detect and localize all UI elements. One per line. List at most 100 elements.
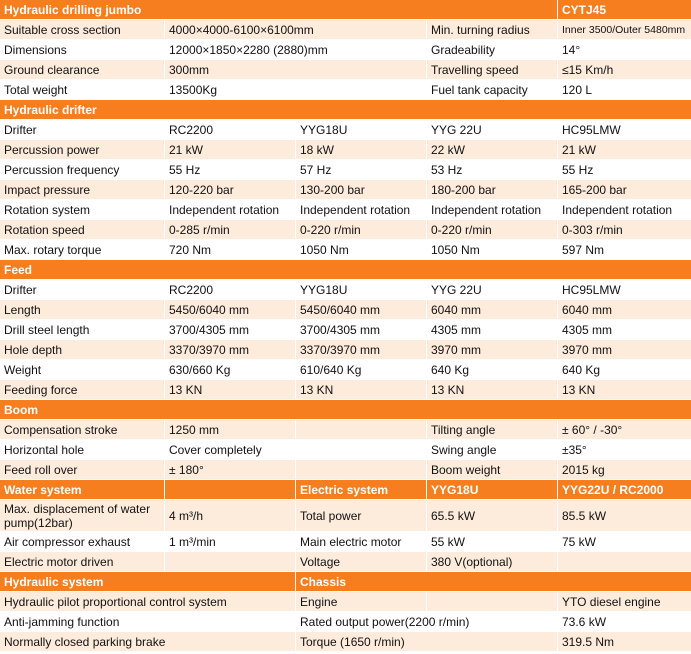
- cell: RC2200: [165, 280, 295, 299]
- cell: 3370/3970 mm: [296, 340, 426, 359]
- cell: Length: [0, 300, 164, 319]
- cell: Gradeability: [427, 40, 557, 59]
- cell: Rotation system: [0, 200, 164, 219]
- cell: 165-200 bar: [558, 180, 691, 199]
- cell: 13 KN: [296, 380, 426, 399]
- empty-cell: [558, 552, 691, 571]
- cell: YYG 22U: [427, 280, 557, 299]
- cell: 1 m³/min: [165, 532, 295, 551]
- cell: Dimensions: [0, 40, 164, 59]
- cell: 610/640 Kg: [296, 360, 426, 379]
- cell: Drifter: [0, 280, 164, 299]
- cell: Percussion frequency: [0, 160, 164, 179]
- section-header: Hydraulic drifter: [0, 100, 691, 119]
- cell: Hole depth: [0, 340, 164, 359]
- section-header: Boom: [0, 400, 691, 419]
- cell: Ground clearance: [0, 60, 164, 79]
- section-header: Water system: [0, 480, 164, 499]
- cell: 319.5 Nm: [558, 632, 691, 651]
- cell: Drill steel length: [0, 320, 164, 339]
- empty-cell: [165, 552, 295, 571]
- cell: Max. rotary torque: [0, 240, 164, 259]
- cell: 3970 mm: [427, 340, 557, 359]
- cell: 4000×4000-6100×6100mm: [165, 20, 426, 39]
- cell: 13 KN: [427, 380, 557, 399]
- cell: Suitable cross section: [0, 20, 164, 39]
- cell: Tilting angle: [427, 420, 557, 439]
- cell: 120-220 bar: [165, 180, 295, 199]
- cell: 75 kW: [558, 532, 691, 551]
- cell: Max. displacement of water pump(12bar): [0, 500, 164, 531]
- cell: 2015 kg: [558, 460, 691, 479]
- empty-cell: [296, 460, 426, 479]
- cell: YYG 22U: [427, 120, 557, 139]
- cell: Air compressor exhaust: [0, 532, 164, 551]
- cell: ± 180°: [165, 460, 295, 479]
- cell: Electric motor driven: [0, 552, 164, 571]
- cell: Total weight: [0, 80, 164, 99]
- cell: 3370/3970 mm: [165, 340, 295, 359]
- cell: 85.5 kW: [558, 500, 691, 531]
- section-header: CYTJ45: [558, 0, 691, 19]
- cell: Travelling speed: [427, 60, 557, 79]
- section-header: Hydraulic drilling jumbo: [0, 0, 557, 19]
- section-header: Chassis: [296, 572, 691, 591]
- cell: Fuel tank capacity: [427, 80, 557, 99]
- cell: 4 m³/h: [165, 500, 295, 531]
- cell: Voltage: [296, 552, 426, 571]
- section-header: YYG22U / RC2000: [558, 480, 691, 499]
- cell: YYG18U: [296, 280, 426, 299]
- cell: 640 Kg: [558, 360, 691, 379]
- cell: Normally closed parking brake: [0, 632, 295, 651]
- section-header: Feed: [0, 260, 691, 279]
- cell: 4305 mm: [558, 320, 691, 339]
- cell: 0-220 r/min: [427, 220, 557, 239]
- cell: 57 Hz: [296, 160, 426, 179]
- cell: 3700/4305 mm: [296, 320, 426, 339]
- cell: 720 Nm: [165, 240, 295, 259]
- cell: 0-220 r/min: [296, 220, 426, 239]
- cell: 380 V(optional): [427, 552, 557, 571]
- cell: Percussion power: [0, 140, 164, 159]
- cell: RC2200: [165, 120, 295, 139]
- cell: 13 KN: [165, 380, 295, 399]
- cell: 630/660 Kg: [165, 360, 295, 379]
- cell: 1050 Nm: [427, 240, 557, 259]
- cell: Drifter: [0, 120, 164, 139]
- cell: Total power: [296, 500, 426, 531]
- cell: 130-200 bar: [296, 180, 426, 199]
- cell: 55 Hz: [558, 160, 691, 179]
- cell: 13 KN: [558, 380, 691, 399]
- cell: Hydraulic pilot proportional control sys…: [0, 592, 295, 611]
- cell: Feeding force: [0, 380, 164, 399]
- cell: Rotation speed: [0, 220, 164, 239]
- cell: 5450/6040 mm: [296, 300, 426, 319]
- cell: 300mm: [165, 60, 426, 79]
- cell: Swing angle: [427, 440, 557, 459]
- cell: Inner 3500/Outer 5480mm: [558, 20, 691, 39]
- empty-cell: [165, 480, 295, 499]
- cell: Anti-jamming function: [0, 612, 295, 631]
- cell: 55 kW: [427, 532, 557, 551]
- empty-cell: [296, 420, 426, 439]
- section-header: Hydraulic system: [0, 572, 295, 591]
- cell: Feed roll over: [0, 460, 164, 479]
- cell: Boom weight: [427, 460, 557, 479]
- cell: 18 kW: [296, 140, 426, 159]
- empty-cell: [296, 440, 426, 459]
- cell: 0-303 r/min: [558, 220, 691, 239]
- cell: YYG18U: [296, 120, 426, 139]
- cell: 53 Hz: [427, 160, 557, 179]
- cell: 5450/6040 mm: [165, 300, 295, 319]
- cell: Independent rotation: [165, 200, 295, 219]
- cell: 21 kW: [165, 140, 295, 159]
- cell: 22 kW: [427, 140, 557, 159]
- cell: Compensation stroke: [0, 420, 164, 439]
- cell: 640 Kg: [427, 360, 557, 379]
- section-header: Electric system: [296, 480, 426, 499]
- section-header: YYG18U: [427, 480, 557, 499]
- cell: Torque (1650 r/min): [296, 632, 557, 651]
- cell: Independent rotation: [558, 200, 691, 219]
- cell: HC95LMW: [558, 280, 691, 299]
